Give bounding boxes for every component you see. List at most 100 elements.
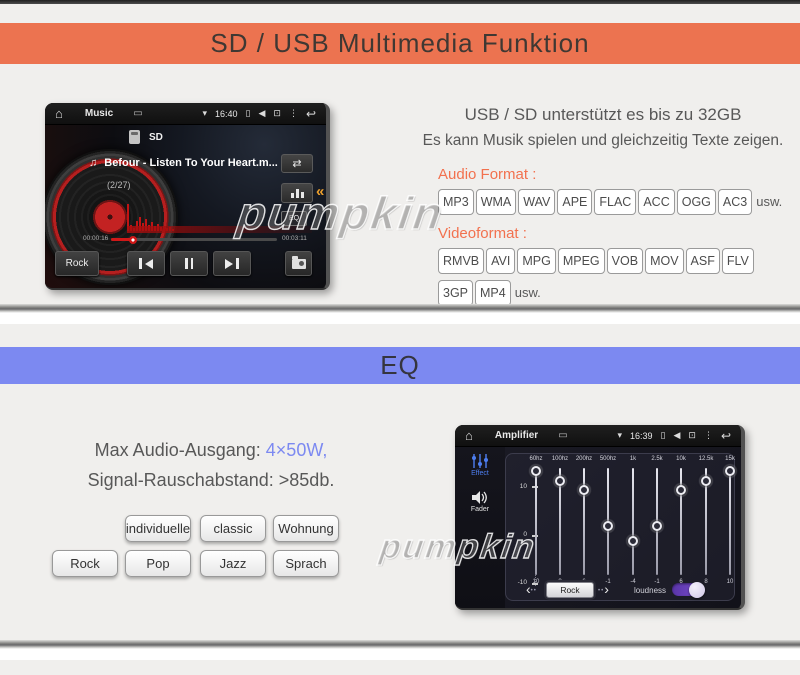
back-icon[interactable]: ↩ [720, 428, 731, 443]
eq-slider-knob[interactable] [555, 475, 565, 486]
progress-knob[interactable] [129, 235, 137, 244]
eq-slider-track[interactable] [596, 468, 620, 575]
intro-line1: USB / SD unterstützt es bis zu 32GB [464, 105, 742, 124]
fader-label: Fader [470, 506, 490, 513]
pause-button[interactable] [170, 251, 208, 276]
eq-slider-knob[interactable] [603, 520, 613, 531]
previous-track-button[interactable] [127, 251, 165, 276]
visualizer-button[interactable] [281, 183, 313, 203]
format-chip: VOB [606, 248, 644, 274]
eq-slider-knob[interactable] [531, 466, 541, 476]
eq-slider-track[interactable] [669, 468, 693, 575]
eq-slider-500hz[interactable]: 500hz -1 [596, 456, 620, 588]
eq-slider-track[interactable] [524, 466, 548, 575]
effect-sliders-icon [472, 454, 488, 468]
format-chip: AVI [486, 248, 516, 274]
eq-slider-1k[interactable]: 1k -4 [621, 456, 645, 588]
player-body: SD ♫ Befour - Listen To Your Heart.m... … [45, 125, 326, 288]
eq-panel: 10 0 -10 60hz 10 100hz 8 200hz 6 50 [505, 453, 735, 601]
menu-dots-icon[interactable]: ⋮ [288, 108, 298, 118]
display-icon[interactable]: ⊡ [273, 108, 281, 118]
eq-value-label: 10 [532, 579, 540, 585]
eq-slider-track[interactable] [548, 468, 572, 575]
shuffle-icon: ⇄ [292, 158, 302, 170]
eq-slider-2-5k[interactable]: 2.5k -1 [645, 456, 669, 588]
eq-slider-knob[interactable] [628, 535, 638, 546]
eq-slider-track[interactable] [718, 466, 741, 575]
menu-dots-icon[interactable]: ⋮ [703, 430, 713, 440]
eq-slider-12-5k[interactable]: 12.5k 8 [694, 456, 718, 588]
format-chip: FLAC [594, 189, 637, 215]
eq-button[interactable]: EQ [281, 211, 307, 226]
preset-button-rock[interactable]: Rock [52, 550, 118, 577]
previous-preset-arrow[interactable]: ‹•• [526, 581, 537, 597]
preset-button-individuelle[interactable]: individuelle [125, 515, 191, 542]
browse-folder-button[interactable] [285, 251, 312, 276]
format-chip: MPG [517, 248, 556, 274]
player-preset-button[interactable]: Rock [55, 251, 99, 276]
sidebar-item-effect[interactable]: Effect [455, 454, 505, 477]
eq-slider-knob[interactable] [701, 475, 711, 486]
sd-indicator-icon: ▭ [133, 107, 143, 119]
eq-slider-15k[interactable]: 15k 10 [718, 456, 741, 588]
loudness-toggle[interactable] [672, 581, 705, 598]
eq-slider-knob[interactable] [652, 520, 662, 531]
scale-label: 0 [523, 531, 527, 538]
eq-slider-knob[interactable] [579, 485, 589, 496]
next-preset-arrow[interactable]: ••› [598, 581, 609, 597]
preset-button-jazz[interactable]: Jazz [200, 550, 266, 577]
home-icon[interactable]: ⌂ [465, 428, 473, 443]
video-format-list-row1: RMVB AVI MPG MPEG VOB MOV ASF FLV [438, 248, 798, 274]
progress-fill [111, 238, 133, 241]
volume-icon[interactable]: ◀ [673, 430, 681, 440]
preset-button-classic[interactable]: classic [200, 515, 266, 542]
video-format-list-row2: 3GP MP4 usw. [438, 280, 798, 306]
eq-slider-knob[interactable] [725, 466, 735, 476]
toggle-knob[interactable] [689, 581, 705, 598]
intro-line2: Es kann Musik spielen und gleichzeitig T… [422, 132, 784, 149]
eq-slider-track[interactable] [645, 468, 669, 575]
eq-slider-track[interactable] [572, 468, 596, 575]
fader-speaker-icon [472, 491, 487, 504]
music-note-icon: ♫ [89, 157, 98, 169]
equalizer-screenshot: ⌂ Amplifier ▭ ▾ 16:39 ▯ ◀ ⊡ ⋮ ↩ Effect [455, 425, 745, 610]
progress-bar[interactable] [111, 235, 277, 244]
battery-icon: ▯ [660, 430, 666, 440]
preset-button-pop[interactable]: Pop [125, 550, 191, 577]
music-player-screenshot: ⌂ Music ▭ ▾ 16:40 ▯ ◀ ⊡ ⋮ ↩ SD ♫ Befour … [45, 103, 330, 290]
section1-title: SD / USB Multimedia Funktion [210, 28, 590, 58]
audio-usw: usw. [756, 194, 783, 209]
eq-sidebar: Effect Fader [455, 447, 505, 608]
scale-label: 10 [519, 483, 527, 490]
eq-slider-60hz[interactable]: 60hz 10 [524, 456, 548, 588]
volume-icon[interactable]: ◀ [258, 108, 266, 118]
bar-chart-icon [290, 193, 294, 198]
display-icon[interactable]: ⊡ [688, 430, 696, 440]
pause-icon [185, 258, 188, 269]
eq-slider-100hz[interactable]: 100hz 8 [548, 456, 572, 588]
battery-icon: ▯ [245, 108, 251, 118]
next-track-button[interactable] [213, 251, 251, 276]
wifi-icon: ▾ [617, 430, 622, 440]
spectrum-visualizer [127, 197, 312, 233]
section2-text-column: Max Audio-Ausgang: 4×50W, Signal-Rauscha… [30, 440, 392, 577]
eq-preset-button[interactable]: Rock [546, 582, 594, 598]
eq-slider-10k[interactable]: 10k 6 [669, 456, 693, 588]
wifi-icon: ▾ [202, 108, 207, 118]
format-chip: 3GP [438, 280, 474, 306]
audio-format-list: MP3 WMA WAV APE FLAC ACC OGG AC3 usw. [438, 189, 798, 215]
home-icon[interactable]: ⌂ [55, 106, 63, 121]
preset-button-sprach[interactable]: Sprach [273, 550, 339, 577]
preset-button-wohnung[interactable]: Wohnung [273, 515, 339, 542]
shuffle-button[interactable]: ⇄ [281, 154, 313, 173]
back-icon[interactable]: ↩ [305, 106, 316, 121]
sidebar-item-fader[interactable]: Fader [455, 491, 505, 513]
eq-slider-200hz[interactable]: 200hz 6 [572, 456, 596, 588]
eq-status-bar: ⌂ Amplifier ▭ ▾ 16:39 ▯ ◀ ⊡ ⋮ ↩ [455, 425, 741, 447]
eq-slider-track[interactable] [694, 468, 718, 575]
collapse-chevrons-icon[interactable]: « [316, 183, 325, 200]
eq-app-title: Amplifier [494, 430, 539, 441]
eq-slider-knob[interactable] [676, 485, 686, 496]
eq-slider-track[interactable] [621, 468, 645, 575]
format-chip: WMA [475, 189, 517, 215]
